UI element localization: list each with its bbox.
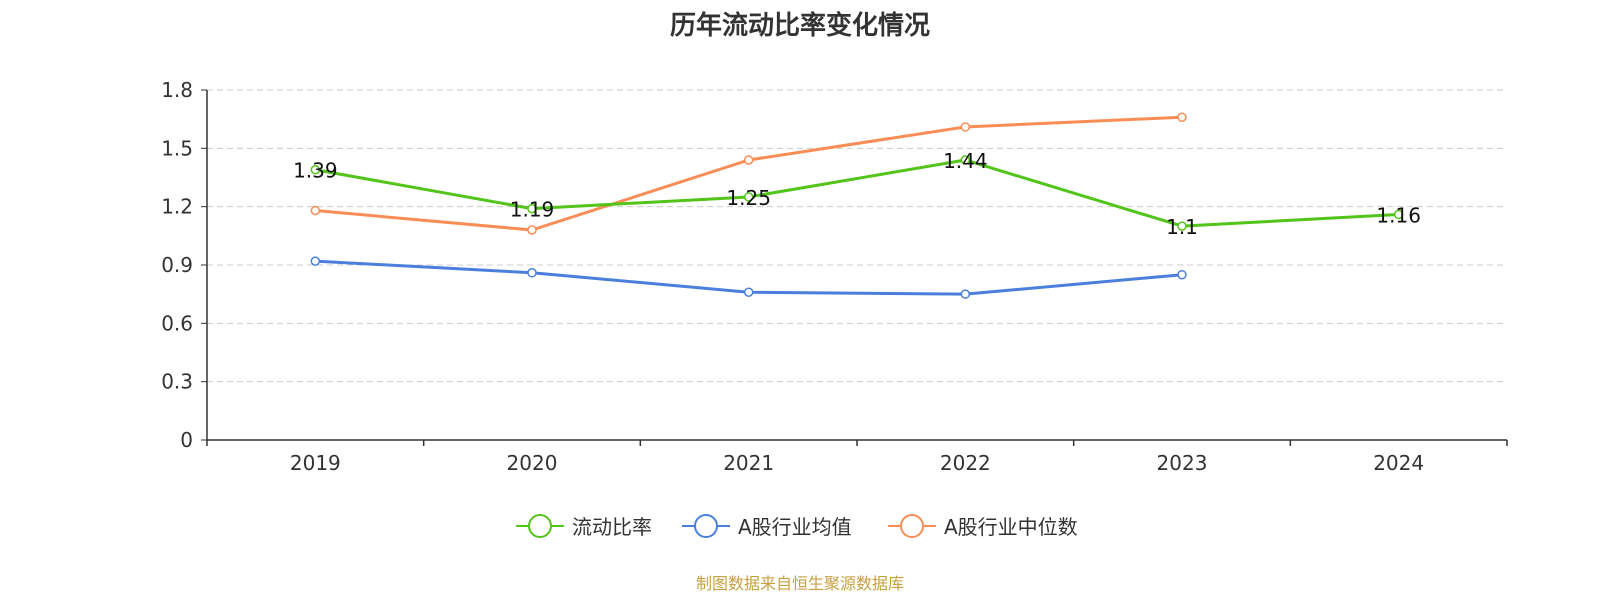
data-point [960, 122, 971, 132]
x-tick-label: 2023 [1157, 451, 1208, 475]
y-tick-label: 0 [180, 428, 193, 452]
legend-marker [528, 514, 552, 538]
y-tick-label: 0.6 [161, 311, 193, 335]
x-tick-label: 2020 [507, 451, 558, 475]
data-label: 1.25 [726, 186, 771, 210]
data-point [527, 225, 537, 235]
data-point [960, 289, 971, 299]
y-tick-label: 0.9 [161, 253, 193, 277]
y-tick-label: 1.8 [161, 78, 193, 102]
data-label: 1.1 [1166, 215, 1198, 239]
data-point [1177, 221, 1187, 231]
source-note: 制图数据来自恒生聚源数据库 [695, 574, 904, 593]
series-line [315, 158, 1399, 228]
data-point [743, 287, 754, 297]
data-point [1393, 209, 1404, 220]
data-point [527, 268, 537, 278]
series-line [315, 115, 1183, 232]
legend-label: 流动比率 [572, 515, 652, 539]
legend-marker [900, 514, 924, 538]
legend-label: A股行业均值 [738, 515, 852, 539]
x-tick-label: 2022 [940, 451, 991, 475]
legend-marker [694, 514, 718, 538]
y-tick-label: 1.5 [161, 136, 193, 160]
data-point [743, 155, 754, 165]
data-point [960, 155, 971, 165]
data-label: 1.16 [1376, 203, 1421, 227]
data-point [1177, 269, 1187, 280]
data-point [310, 205, 321, 216]
data-label: 1.39 [293, 159, 338, 183]
legend-label: A股行业中位数 [944, 515, 1078, 539]
data-label: 1.44 [943, 149, 988, 173]
x-tick-label: 2019 [290, 451, 341, 475]
x-tick-label: 2021 [723, 451, 774, 475]
data-point [310, 256, 321, 266]
data-label: 1.19 [510, 198, 555, 222]
data-point [310, 164, 321, 175]
data-point [1177, 112, 1187, 122]
data-point [527, 203, 537, 214]
y-tick-label: 0.3 [161, 370, 193, 394]
x-tick-label: 2024 [1373, 451, 1424, 475]
data-point [743, 192, 754, 202]
y-tick-label: 1.2 [161, 195, 193, 219]
chart-title: 历年流动比率变化情况 [669, 11, 930, 41]
